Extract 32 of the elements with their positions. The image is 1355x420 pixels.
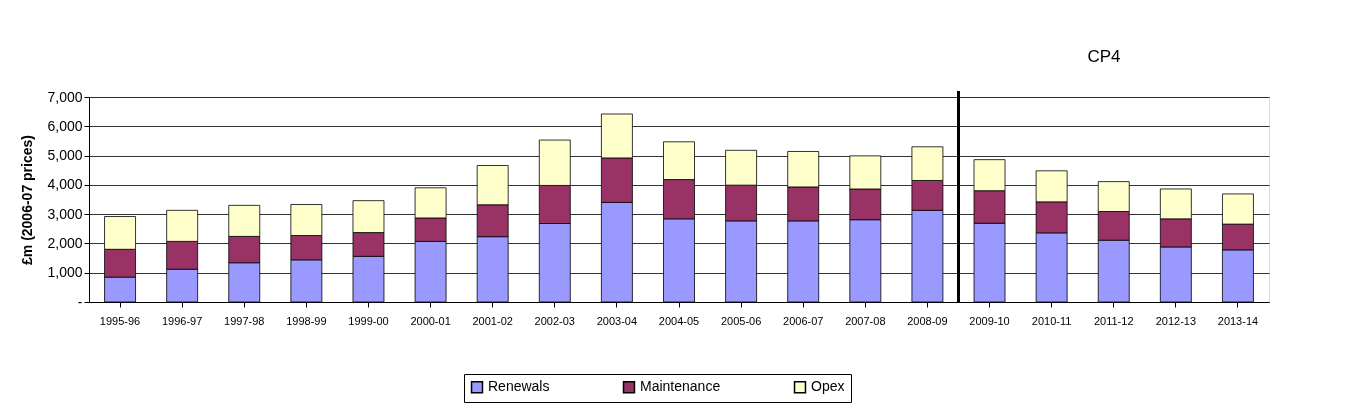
x-tick-label: 2000-01 xyxy=(410,314,451,327)
y-tick-label: 4,000 xyxy=(47,176,83,193)
legend-label: Maintenance xyxy=(640,378,721,395)
y-tick-label: 2,000 xyxy=(47,234,83,251)
x-tick-label: 1997-98 xyxy=(224,314,265,327)
y-tick-label: 6,000 xyxy=(47,117,83,134)
x-tick-label: 2007-08 xyxy=(845,314,886,327)
x-tick-label: 2002-03 xyxy=(534,314,575,327)
x-tick-label: 2009-10 xyxy=(969,314,1010,327)
y-axis-title: £m (2006-07 prices) xyxy=(19,135,36,265)
text: CP4 xyxy=(1087,47,1121,66)
y-tick-label: 3,000 xyxy=(47,205,83,222)
x-tick-label: 1996-97 xyxy=(161,314,203,327)
x-tick-label: 1995-96 xyxy=(99,314,141,327)
x-tick-label: 2013-14 xyxy=(1217,314,1259,327)
x-tick-label: 2012-13 xyxy=(1155,314,1197,327)
legend-label: Renewals xyxy=(488,378,550,395)
x-tick-label: 2011-12 xyxy=(1093,314,1134,327)
x-tick-label: 2008-09 xyxy=(907,314,948,327)
x-tick-label: 1998-99 xyxy=(286,314,327,327)
x-tick-label: 2006-07 xyxy=(783,314,824,327)
x-tick-label: 2004-05 xyxy=(658,314,700,327)
x-tick-label: 2003-04 xyxy=(596,314,638,327)
y-tick-label: 5,000 xyxy=(47,147,83,164)
x-tick-label: 2005-06 xyxy=(720,314,762,327)
y-tick-label: - xyxy=(77,293,83,310)
legend-label: Opex xyxy=(811,378,845,395)
y-tick-label: 7,000 xyxy=(47,88,83,105)
x-tick-label: 2001-02 xyxy=(472,314,513,327)
x-tick-label: 2010-11 xyxy=(1031,314,1072,327)
x-tick-label: 1999-00 xyxy=(348,314,389,327)
y-tick-label: 1,000 xyxy=(47,264,83,281)
